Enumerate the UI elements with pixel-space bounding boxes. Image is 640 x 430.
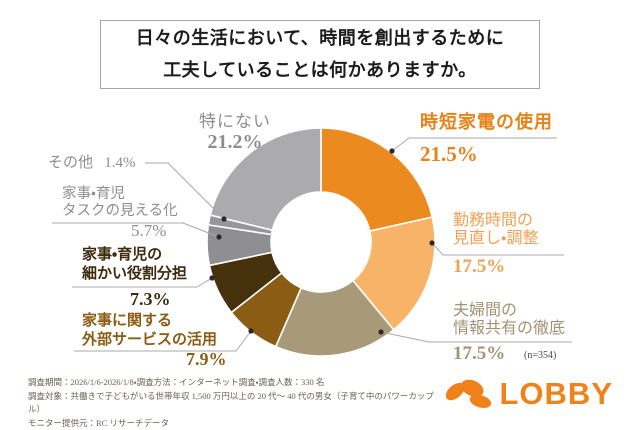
label-gaibu-line2: 外部サービスの活用 xyxy=(82,331,218,348)
label-fufu-line2: 情報共有の徹底 xyxy=(453,319,566,337)
survey-note-line3: モニター提供元：RC リサーチデータ xyxy=(28,417,169,428)
leader-fufu xyxy=(380,331,572,343)
label-kinmu: 勤務時間の 見直し・調整 xyxy=(453,212,538,248)
donut-segment-7 xyxy=(209,127,322,232)
label-fufu-line1: 夫婦間の xyxy=(453,302,518,319)
survey-notes: 調査期間：2026/1/6-2026/1/8・調査方法：インターネット調査・調査… xyxy=(28,376,438,430)
label-gaibu: 家事に関する 外部サービスの活用 xyxy=(82,312,217,350)
label-kinmu-line1: 勤務時間の xyxy=(453,212,534,229)
label-sonota: その他 1.4% xyxy=(48,155,136,172)
label-yakuwari-line1: 家事・育児の xyxy=(82,247,163,263)
sample-size-note: (n=354) xyxy=(524,350,557,361)
leader-sonota xyxy=(145,162,225,220)
label-jitan-name: 時短家電の使用 xyxy=(420,112,553,132)
leader-kinmu xyxy=(431,242,564,256)
leader-jitan xyxy=(391,137,557,152)
question-title-box: 日々の生活において、時間を創出するために 工夫していることは何かありますか。 xyxy=(100,20,540,89)
question-title-line1: 日々の生活において、時間を創出するために xyxy=(135,28,505,48)
question-title-line2: 工夫していることは何かありますか。 xyxy=(163,59,477,80)
survey-note-line2: 調査対象：共働きで子どもがいる世帯年収 1,500 万円以上の 20 代～ 40… xyxy=(28,390,434,415)
lobby-logo: LOBBY xyxy=(443,372,613,416)
lobby-logo-petals-icon xyxy=(445,379,492,408)
label-tokuninai: 特にない 21.2% xyxy=(175,112,295,153)
label-task: 家事・育児 タスクの見える化 xyxy=(62,186,178,221)
label-fufu-pct: 17.5% xyxy=(453,343,506,364)
donut-segments xyxy=(206,127,436,357)
label-jitan: 時短家電の使用 xyxy=(420,112,553,132)
label-yakuwari: 家事・育児の 細かい役割分担 xyxy=(82,246,187,284)
donut-segment-2 xyxy=(274,279,395,357)
label-task-line2: タスクの見える化 xyxy=(62,203,178,220)
leader-yakuwari xyxy=(72,277,213,288)
label-jitan-pct: 21.5% xyxy=(420,142,478,166)
label-sonota-name: その他 xyxy=(48,155,94,171)
leader-lines xyxy=(52,137,572,352)
donut-segment-1 xyxy=(351,216,436,331)
survey-note-line1: 調査期間：2026/1/6-2026/1/8・調査方法：インターネット調査・調査… xyxy=(28,377,325,387)
label-yakuwari-line2: 細かい役割分担 xyxy=(82,265,188,282)
label-kinmu-pct: 17.5% xyxy=(453,256,506,277)
label-gaibu-line1: 家事に関する xyxy=(82,313,173,329)
lobby-logo-text: LOBBY xyxy=(499,376,613,411)
label-tokuninai-pct: 21.2% xyxy=(207,131,263,154)
label-gaibu-pct: 7.9% xyxy=(186,349,227,369)
leader-gaibu xyxy=(74,330,252,352)
leader-task xyxy=(52,222,220,238)
label-task-pct: 5.7% xyxy=(131,221,167,240)
label-sonota-pct: 1.4% xyxy=(104,155,136,171)
label-task-line1: 家事・育児 xyxy=(62,186,125,202)
leader-dots xyxy=(209,148,435,335)
label-kinmu-line2: 見直し・調整 xyxy=(453,229,539,247)
label-yakuwari-pct: 7.3% xyxy=(130,289,171,309)
label-tokuninai-name: 特にない xyxy=(199,112,271,131)
donut-segment-0 xyxy=(320,127,434,233)
label-fufu: 夫婦間の 情報共有の徹底 xyxy=(453,302,565,338)
